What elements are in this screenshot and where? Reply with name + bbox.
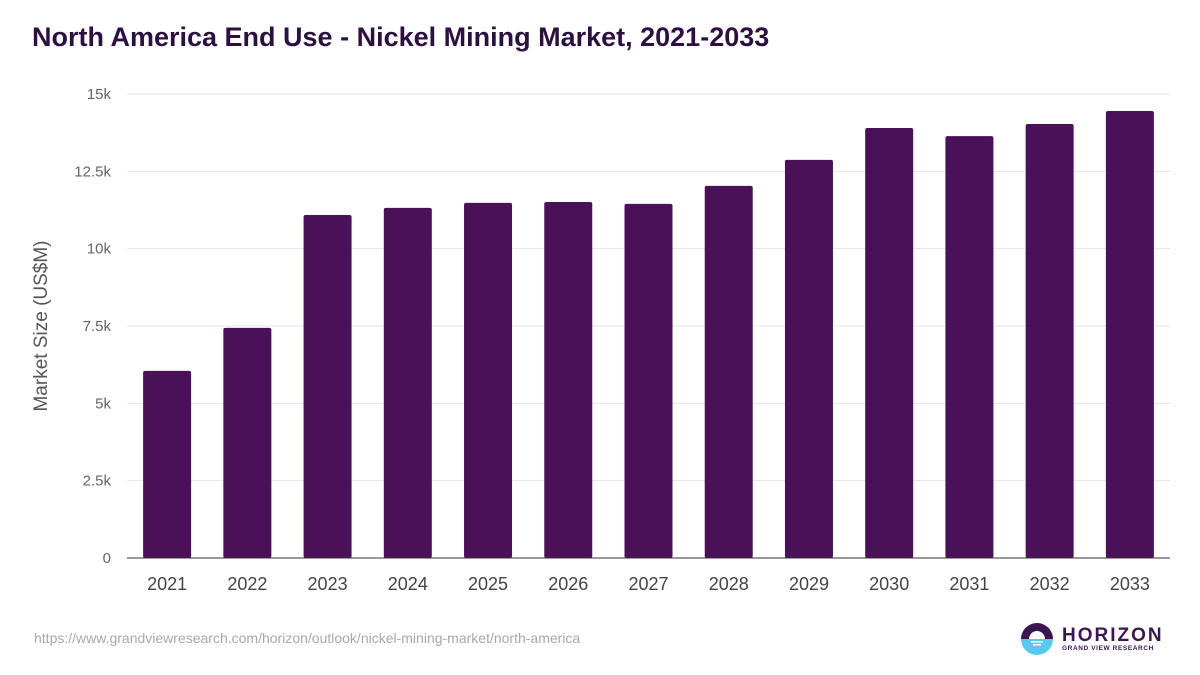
y-tick-label: 2.5k [83, 473, 112, 490]
y-tick-label: 0 [103, 550, 111, 567]
x-tick-label: 2033 [1110, 574, 1150, 594]
bar-2024 [383, 207, 432, 559]
x-tick-label: 2028 [709, 574, 749, 594]
y-axis-label: Market Size (US$M) [31, 240, 52, 411]
bar-2027 [624, 203, 673, 558]
x-tick-label: 2031 [949, 574, 989, 594]
y-tick-label: 7.5k [83, 318, 112, 335]
x-tick-label: 2022 [227, 574, 267, 594]
x-tick-label: 2021 [147, 574, 187, 594]
x-tick-label: 2027 [628, 574, 668, 594]
bar-2028 [704, 185, 753, 558]
logo-subtitle: GRAND VIEW RESEARCH [1062, 644, 1154, 652]
horizon-logo: HORIZON GRAND VIEW RESEARCH [1020, 622, 1164, 656]
bar-2026 [544, 201, 593, 558]
bar-2033 [1105, 111, 1154, 558]
y-tick-label: 5k [95, 395, 111, 412]
source-url: https://www.grandviewresearch.com/horizo… [34, 630, 581, 646]
chart-title: North America End Use - Nickel Mining Ma… [32, 22, 770, 52]
bar-2029 [784, 159, 833, 558]
horizon-logo-icon [1021, 623, 1053, 655]
x-tick-label: 2023 [308, 574, 348, 594]
x-tick-label: 2026 [548, 574, 588, 594]
x-tick-label: 2029 [789, 574, 829, 594]
x-tick-label: 2024 [388, 574, 428, 594]
bar-2023 [303, 214, 352, 558]
logo-name: HORIZON [1062, 624, 1164, 646]
bar-2031 [945, 136, 994, 558]
y-tick-label: 12.5k [74, 163, 111, 180]
bar-2025 [464, 202, 513, 559]
y-tick-label: 15k [87, 86, 112, 103]
bar-2021 [143, 370, 192, 558]
bar-2032 [1025, 124, 1074, 558]
x-tick-label: 2032 [1030, 574, 1070, 594]
x-tick-label: 2025 [468, 574, 508, 594]
x-tick-label: 2030 [869, 574, 909, 594]
bar-2030 [865, 128, 914, 558]
bar-2022 [223, 327, 272, 558]
y-tick-label: 10k [87, 241, 112, 258]
